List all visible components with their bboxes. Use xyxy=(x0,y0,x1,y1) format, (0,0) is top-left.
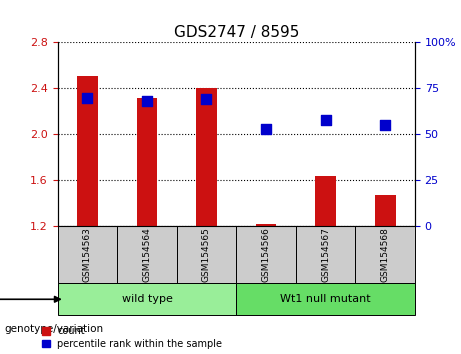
Text: GSM154563: GSM154563 xyxy=(83,227,92,282)
Text: GSM154567: GSM154567 xyxy=(321,227,330,282)
FancyBboxPatch shape xyxy=(58,284,236,315)
Text: GSM154566: GSM154566 xyxy=(261,227,271,282)
Point xyxy=(322,117,329,122)
Bar xyxy=(196,88,217,226)
Bar xyxy=(77,76,98,226)
Bar xyxy=(375,195,396,226)
FancyBboxPatch shape xyxy=(177,226,236,284)
Title: GDS2747 / 8595: GDS2747 / 8595 xyxy=(174,25,299,40)
FancyBboxPatch shape xyxy=(236,284,415,315)
Text: GSM154565: GSM154565 xyxy=(202,227,211,282)
Point xyxy=(262,126,270,132)
Legend: count, percentile rank within the sample: count, percentile rank within the sample xyxy=(42,326,222,349)
Point xyxy=(381,122,389,128)
Text: Wt1 null mutant: Wt1 null mutant xyxy=(280,294,371,304)
Bar xyxy=(315,176,336,226)
FancyBboxPatch shape xyxy=(236,226,296,284)
FancyBboxPatch shape xyxy=(117,226,177,284)
Bar xyxy=(136,98,157,226)
Bar xyxy=(255,224,277,226)
Point xyxy=(84,95,91,101)
Text: GSM154568: GSM154568 xyxy=(381,227,390,282)
Text: genotype/variation: genotype/variation xyxy=(5,324,104,334)
FancyBboxPatch shape xyxy=(355,226,415,284)
Point xyxy=(203,97,210,102)
Point xyxy=(143,98,151,104)
Text: GSM154564: GSM154564 xyxy=(142,227,152,282)
Text: wild type: wild type xyxy=(122,294,172,304)
FancyBboxPatch shape xyxy=(296,226,355,284)
FancyBboxPatch shape xyxy=(58,226,117,284)
